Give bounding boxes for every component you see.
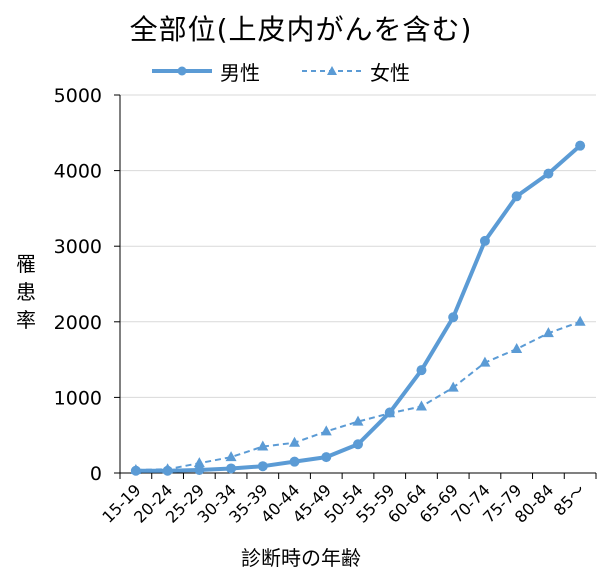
chart-title: 全部位(上皮内がんを含む) (129, 13, 473, 46)
data-point-female (130, 463, 142, 474)
data-point-female (574, 315, 586, 326)
data-point-female (479, 356, 491, 367)
data-point-male (575, 140, 586, 151)
data-point-female (162, 463, 174, 474)
legend: 男性 女性 (150, 57, 450, 86)
data-point-male (353, 439, 363, 450)
legend-swatch-male (152, 66, 212, 76)
data-point-female (447, 381, 459, 392)
data-point-male (448, 312, 459, 323)
y-tick-label: 0 (90, 463, 102, 485)
data-point-female (415, 400, 427, 411)
y-axis-label-char: 率 (16, 308, 36, 332)
data-point-male (194, 464, 205, 475)
data-point-male (511, 191, 522, 202)
y-axis-label-char: 患 (16, 280, 36, 304)
legend-swatch-female (302, 66, 362, 75)
data-point-male (479, 235, 490, 246)
data-point-female (542, 327, 554, 338)
y-tick-label: 5000 (54, 85, 102, 107)
y-tick-label: 3000 (54, 236, 102, 258)
data-point-female (320, 425, 332, 436)
y-tick-label: 1000 (54, 387, 102, 409)
data-point-male (321, 452, 332, 463)
legend-label-female: 女性 (370, 60, 410, 85)
data-point-female (225, 451, 237, 462)
data-point-female (352, 415, 364, 426)
data-point-female (257, 440, 269, 451)
data-point-male (289, 456, 300, 467)
data-point-male (543, 168, 554, 179)
data-point-female (193, 457, 205, 468)
data-point-male (257, 461, 268, 472)
y-tick-label: 4000 (54, 161, 102, 183)
legend-item-male: 男性 (150, 57, 260, 86)
data-point-female (384, 407, 396, 418)
y-tick-label: 2000 (54, 312, 102, 334)
data-point-male (416, 365, 427, 376)
x-axis-label: 診断時の年齢 (241, 546, 361, 570)
legend-label-male: 男性 (220, 60, 260, 85)
y-axis-label: 罹患率 (14, 250, 38, 334)
series-line-female (135, 320, 581, 471)
legend-item-female: 女性 (300, 57, 410, 86)
y-axis-label-char: 罹 (16, 252, 36, 276)
x-tick-label: 85〜 (550, 480, 589, 519)
data-point-female (289, 436, 301, 447)
data-point-male (226, 463, 237, 474)
data-point-female (511, 343, 523, 354)
